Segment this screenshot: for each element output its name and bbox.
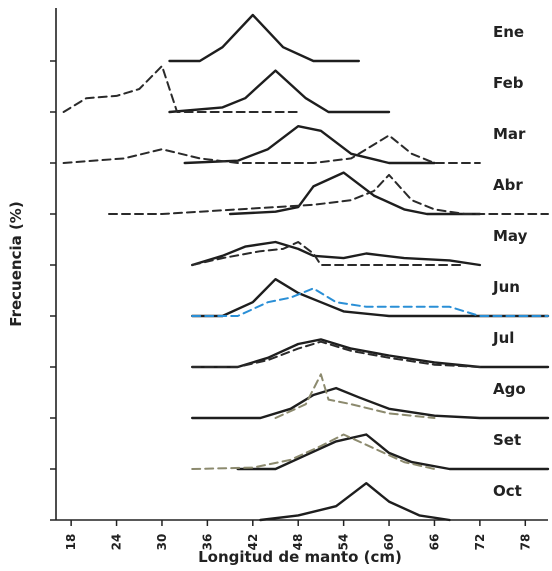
month-labels: Ene Feb Mar Abr May Jun Jul Ago Set Oct [492,23,528,500]
solid-series-line-abr [228,171,482,216]
solid-series-line-jun [191,278,550,318]
month-label: Oct [493,482,522,500]
x-tick-label: 60 [382,534,396,551]
x-tick-label: 30 [155,534,169,551]
x-tick-label: 78 [518,534,532,551]
month-label: May [493,227,528,245]
dashed-series-line-jul [191,340,481,368]
series-layer [62,13,550,522]
solid-series-line-feb [168,69,391,114]
x-axis-title: Longitud de manto (cm) [198,548,402,566]
solid-series-line-set [236,433,550,471]
x-tick-label: 42 [246,534,260,551]
y-axis-title: Frecuencia (%) [7,201,25,326]
x-tick-label: 54 [337,534,351,551]
month-label: Ene [493,23,524,41]
x-tick-label: 18 [64,534,78,551]
dashed-series-line-abr [108,173,549,215]
month-label: Ago [493,380,526,398]
dashed-series-line-jun [191,287,549,317]
x-tick-label: 72 [473,534,487,551]
month-label: Mar [493,125,526,143]
x-axis-ticks [70,520,527,526]
dashed-series-line-set [191,433,436,470]
solid-series-line-jul [191,338,550,369]
dashed-series-line-may [191,241,466,266]
solid-series-line-ene [168,13,360,63]
solid-series-line-mar [183,125,436,165]
solid-series-line-oct [259,482,451,522]
dashed-series-line-mar [62,134,481,164]
solid-series-line-ago [191,386,550,420]
x-tick-label: 66 [427,534,441,551]
x-axis-tick-labels: 18 24 30 36 42 48 54 60 66 72 78 [64,534,532,551]
month-label: Jun [492,278,520,296]
y-axis-ticks [50,60,56,521]
dashed-series-line-ago [274,373,436,419]
x-tick-label: 24 [110,534,124,551]
dashed-series-line-feb [62,65,300,113]
month-label: Set [493,431,521,449]
month-label: Jul [492,329,514,347]
x-tick-label: 48 [291,534,305,551]
solid-series-line-may [191,240,482,267]
x-tick-label: 36 [200,534,214,551]
month-label: Feb [493,74,524,92]
month-label: Abr [493,176,523,194]
